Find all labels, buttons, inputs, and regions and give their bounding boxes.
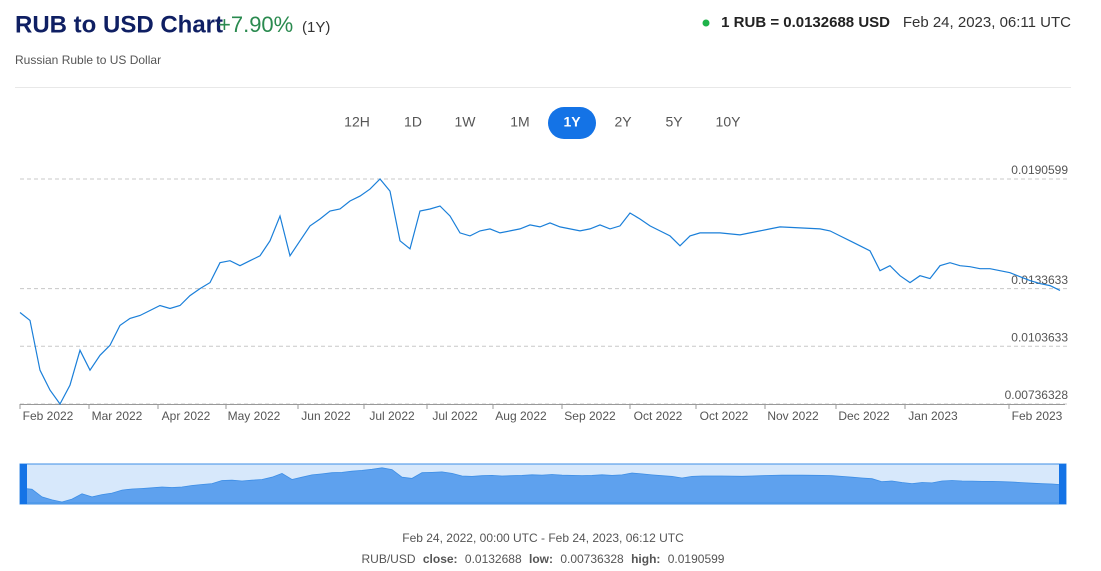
x-tick-label: Aug 2022 [495, 409, 547, 423]
x-tick-label: Sep 2022 [564, 409, 616, 423]
title: RUB to USD Chart [15, 11, 223, 38]
period: (1Y) [302, 19, 330, 36]
range-label[interactable]: 5Y [665, 114, 683, 130]
y-tick-label: 0.0103633 [1011, 330, 1068, 344]
x-tick-label: Jun 2022 [301, 409, 351, 423]
range-buttons: 12H 1D 1W 1M 1Y 2Y 5Y 10Y [344, 107, 741, 139]
active-pill[interactable] [548, 107, 596, 139]
low: 0.00736328 [560, 552, 624, 566]
y-tick-label: 0.00736328 [1005, 388, 1069, 402]
chart: 0.00736328 0.0103633 0.0133633 0.0190599 Feb… [19, 163, 1070, 423]
range-button[interactable]: 2Y [614, 114, 632, 130]
subtitle: Russian Ruble to US Dollar [15, 53, 161, 67]
range-button[interactable]: 12H [344, 114, 370, 130]
timestamp: Feb 24, 2023, 06:11 UTC [903, 14, 1071, 31]
range-button[interactable]: 1D [404, 114, 422, 130]
x-tick-label: Feb 2022 [23, 409, 74, 423]
price-line [19, 178, 1061, 406]
range-label[interactable]: 10Y [716, 114, 742, 130]
range-label[interactable]: 2Y [614, 114, 632, 130]
rate: 1 RUB = 0.0132688 USD [721, 14, 890, 31]
high-label: high: [631, 552, 660, 566]
x-tick-label: Jan 2023 [908, 409, 958, 423]
footer-range: Feb 24, 2022, 00:00 UTC - Feb 24, 2023, … [402, 531, 684, 545]
y-tick-label: 0.0190599 [1011, 163, 1068, 177]
x-tick-label: Nov 2022 [767, 409, 819, 423]
close-label: close: [423, 552, 458, 566]
navigator [19, 463, 1067, 505]
range-button[interactable]: 1M [510, 114, 529, 130]
range-label[interactable]: 1D [404, 114, 422, 130]
change: +7.90% [218, 12, 293, 37]
x-tick-label: Dec 2022 [838, 409, 890, 423]
navigator-handle-left[interactable] [20, 464, 27, 504]
range-button[interactable]: 1W [455, 114, 477, 130]
range-button[interactable]: 5Y [665, 114, 683, 130]
x-tick-label: Feb 2023 [1012, 409, 1063, 423]
high: 0.0190599 [668, 552, 725, 566]
x-tick-label: Apr 2022 [162, 409, 211, 423]
x-tick-label: May 2022 [228, 409, 281, 423]
navigator-handle-right[interactable] [1059, 464, 1066, 504]
range-button[interactable]: 10Y [716, 114, 742, 130]
y-tick-label: 0.0133633 [1011, 273, 1068, 287]
low-label: low: [529, 552, 553, 566]
x-tick-label: Oct 2022 [700, 409, 749, 423]
range-label[interactable]: 1W [455, 114, 477, 130]
x-tick-label: Jul 2022 [432, 409, 478, 423]
live-dot [702, 19, 710, 27]
range-label[interactable]: 1M [510, 114, 529, 130]
navigator-area [21, 467, 1063, 504]
range-label[interactable]: 12H [344, 114, 370, 130]
range-button[interactable]: 1Y [548, 107, 596, 139]
x-tick-label: Oct 2022 [634, 409, 683, 423]
range-label[interactable]: 1Y [563, 114, 581, 130]
x-tick-label: Mar 2022 [92, 409, 143, 423]
footer-stats: RUB/USD close: 0.0132688 low: 0.00736328… [362, 552, 725, 566]
close: 0.0132688 [465, 552, 522, 566]
pair: RUB/USD [362, 552, 416, 566]
x-tick-label: Jul 2022 [369, 409, 415, 423]
